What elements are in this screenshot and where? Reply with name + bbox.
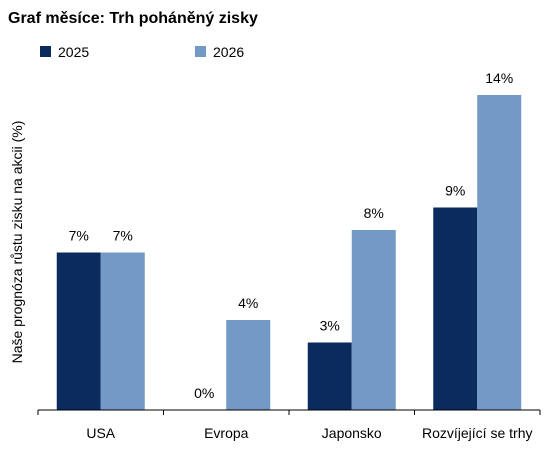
- x-axis-tick-labels: USA Evropa Japonsko Rozvíjející se trhy: [86, 425, 532, 441]
- legend: 2025 2026: [40, 44, 244, 60]
- data-labels-group: 7% 7% 0% 4% 3% 8% 9% 14%: [69, 70, 514, 401]
- data-label-2026-1: 4%: [238, 295, 258, 311]
- data-label-2026-2: 8%: [364, 205, 384, 221]
- bar-2025-3: [433, 207, 478, 410]
- data-label-2026-0: 7%: [113, 228, 133, 244]
- bar-2026-2: [351, 230, 396, 410]
- bar-2026-3: [477, 95, 522, 410]
- legend-label-2025: 2025: [58, 44, 89, 60]
- legend-swatch-2026: [195, 46, 206, 57]
- chart-title: Graf měsíce: Trh poháněný zisky: [8, 10, 258, 27]
- x-tick-label: Rozvíjející se trhy: [422, 425, 532, 441]
- x-axis-ticks: [37, 410, 541, 415]
- legend-label-2026: 2026: [213, 44, 244, 60]
- bar-2025-2: [307, 342, 352, 410]
- x-tick-label: Japonsko: [322, 425, 382, 441]
- data-label-2025-2: 3%: [320, 318, 340, 334]
- bars-group: [56, 95, 522, 410]
- y-axis-label: Naše prognóza růstu zisku na akcii (%): [9, 121, 25, 364]
- x-tick-label: USA: [86, 425, 115, 441]
- bar-2026-1: [226, 320, 271, 410]
- bar-2026-0: [100, 252, 145, 410]
- bar-2025-0: [56, 252, 101, 410]
- data-label-2025-1: 0%: [194, 385, 214, 401]
- legend-swatch-2025: [40, 46, 51, 57]
- x-tick-label: Evropa: [204, 425, 249, 441]
- data-label-2025-0: 7%: [69, 228, 89, 244]
- data-label-2025-3: 9%: [445, 183, 465, 199]
- data-label-2026-3: 14%: [485, 70, 513, 86]
